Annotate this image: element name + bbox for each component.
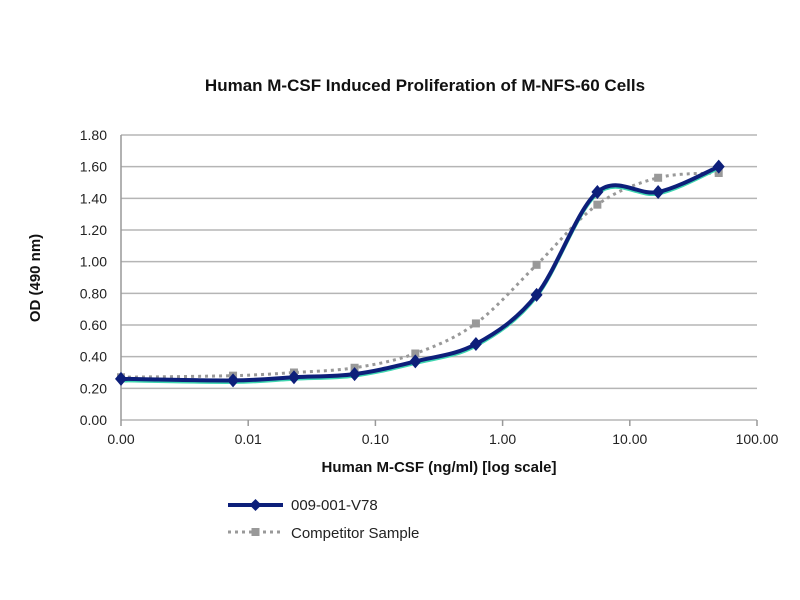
x-tick-label: 100.00 (736, 431, 779, 447)
data-point-series-1 (652, 185, 665, 199)
legend: 009-001-V78 Competitor Sample (228, 497, 419, 542)
data-point-series-1 (591, 185, 604, 199)
legend-label-series-1: 009-001-V78 (291, 497, 378, 514)
x-tick-label: 0.00 (107, 431, 134, 447)
y-tick-label: 1.20 (80, 222, 107, 238)
series-1-line (120, 164, 720, 383)
data-point-series-2 (411, 349, 420, 358)
data-point-series-1 (227, 373, 240, 388)
x-tick-label: 10.00 (612, 431, 647, 447)
series-2-line (120, 171, 719, 379)
legend-marker-series-1 (249, 499, 262, 511)
data-point-series-2 (593, 200, 602, 209)
x-axis-label: Human M-CSF (ng/ml) [log scale] (321, 459, 556, 476)
y-tick-label: 1.80 (80, 127, 107, 143)
data-point-series-1 (287, 370, 300, 385)
data-point-series-2 (471, 319, 480, 328)
y-tick-label: 0.60 (80, 317, 107, 333)
y-tick-label: 0.40 (80, 349, 107, 365)
data-point-series-2 (532, 260, 541, 269)
data-point-series-2 (654, 173, 663, 182)
data-point-series-1 (530, 287, 543, 302)
legend-label-series-2: Competitor Sample (291, 525, 419, 542)
y-axis-label: OD (490 nm) (27, 234, 44, 322)
y-tick-label: 1.00 (80, 254, 107, 270)
legend-marker-series-2 (251, 528, 260, 536)
x-tick-label: 1.00 (489, 431, 516, 447)
y-tick-label: 1.40 (80, 190, 107, 206)
data-point-series-1 (409, 354, 422, 369)
y-tick-label: 0.20 (80, 380, 107, 396)
data-point-series-1 (469, 337, 482, 351)
chart-title: Human M-CSF Induced Proliferation of M-N… (205, 76, 645, 95)
data-point-series-1 (712, 159, 725, 174)
x-tick-label: 0.01 (235, 431, 262, 447)
data-point-series-1 (115, 371, 127, 386)
y-tick-label: 0.00 (80, 412, 107, 428)
x-tick-label: 0.10 (362, 431, 389, 447)
data-point-series-1 (348, 367, 361, 382)
y-tick-label: 1.60 (80, 159, 107, 175)
y-tick-label: 0.80 (80, 285, 107, 301)
